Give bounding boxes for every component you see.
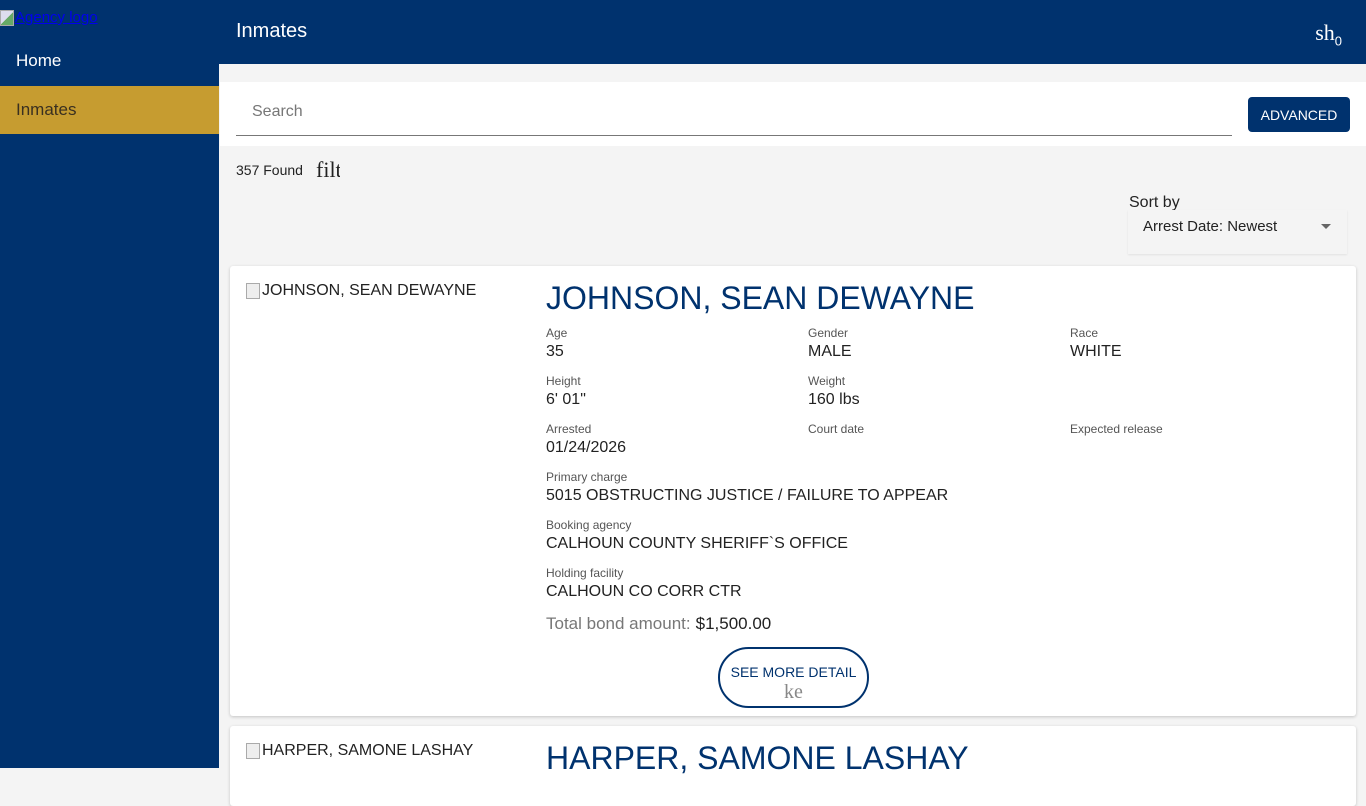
- value: MALE: [808, 343, 852, 360]
- label: Age: [546, 326, 568, 340]
- value: 5015 OBSTRUCTING JUSTICE / FAILURE TO AP…: [546, 487, 949, 504]
- results-count: 357 Found: [236, 162, 303, 178]
- label: Booking agency: [546, 518, 632, 532]
- inmate-card: HARPER, SAMONE LASHAY HARPER, SAMONE LAS…: [230, 726, 1356, 806]
- label: Weight: [808, 374, 846, 388]
- label: Height: [546, 374, 581, 388]
- logo-alt-text: Agency logo: [15, 9, 98, 26]
- sidebar: Agency logo Home Inmates: [0, 0, 219, 768]
- value: 6' 01": [546, 391, 586, 408]
- label: Race: [1070, 326, 1099, 340]
- search-input[interactable]: [236, 88, 1232, 136]
- value: WHITE: [1070, 343, 1122, 360]
- inmate-photo: JOHNSON, SEAN DEWAYNE: [246, 282, 476, 300]
- caret-down-icon: [1321, 224, 1331, 229]
- label: Arrested: [546, 422, 592, 436]
- top-bar: Inmates sh0: [219, 0, 1366, 64]
- photo-alt: JOHNSON, SEAN DEWAYNE: [262, 282, 477, 299]
- bond-label: Total bond amount:: [546, 614, 691, 633]
- value: CALHOUN CO CORR CTR: [546, 583, 742, 600]
- icon-text: sh: [1315, 20, 1335, 45]
- value: 35: [546, 343, 564, 360]
- photo-alt: HARPER, SAMONE LASHAY: [262, 742, 474, 759]
- see-more-detail-button[interactable]: SEE MORE DETAIL ke: [718, 647, 869, 708]
- value: 01/24/2026: [546, 439, 627, 456]
- inmate-name[interactable]: JOHNSON, SEAN DEWAYNE: [546, 280, 975, 316]
- field-arrested: Arrested 01/24/2026: [546, 422, 626, 457]
- total-bond: Total bond amount: $1,500.00: [546, 614, 771, 634]
- label: Holding facility: [546, 566, 624, 580]
- field-age: Age 35: [546, 326, 567, 361]
- advanced-search-button[interactable]: ADVANCED: [1248, 97, 1350, 132]
- label: Gender: [808, 326, 849, 340]
- field-height: Height 6' 01": [546, 374, 586, 409]
- inmate-card: JOHNSON, SEAN DEWAYNE JOHNSON, SEAN DEWA…: [230, 266, 1356, 716]
- field-booking-agency: Booking agency CALHOUN COUNTY SHERIFF`S O…: [546, 518, 848, 553]
- field-holding-facility: Holding facility CALHOUN CO CORR CTR: [546, 566, 742, 601]
- sidebar-item-inmates[interactable]: Inmates: [0, 86, 219, 134]
- page-title: Inmates: [236, 20, 308, 42]
- field-expected-release: Expected release: [1070, 422, 1163, 439]
- agency-logo[interactable]: Agency logo: [0, 9, 98, 26]
- value: CALHOUN COUNTY SHERIFF`S OFFICE: [546, 535, 848, 552]
- field-weight: Weight 160 lbs: [808, 374, 860, 409]
- label: Primary charge: [546, 470, 628, 484]
- sort-label: Sort by: [1129, 194, 1180, 211]
- inmate-photo: HARPER, SAMONE LASHAY: [246, 742, 473, 760]
- share-icon[interactable]: sh0: [1315, 20, 1342, 48]
- broken-image-icon: [0, 9, 14, 26]
- button-label: SEE MORE DETAIL: [730, 663, 857, 680]
- sidebar-item-home[interactable]: Home: [16, 51, 62, 70]
- search-bar: ADVANCED: [220, 82, 1366, 146]
- broken-image-icon: [246, 283, 260, 299]
- field-court-date: Court date: [808, 422, 864, 439]
- filter-icon[interactable]: filt: [316, 157, 340, 182]
- sort-select[interactable]: Arrest Date: Newest: [1128, 210, 1347, 254]
- broken-image-icon: [246, 743, 260, 759]
- inmate-name[interactable]: HARPER, SAMONE LASHAY: [546, 740, 969, 776]
- keyboard-arrow-icon: ke: [784, 680, 803, 703]
- field-primary-charge: Primary charge 5015 OBSTRUCTING JUSTICE /…: [546, 470, 948, 505]
- field-gender: Gender MALE: [808, 326, 852, 361]
- field-race: Race WHITE: [1070, 326, 1122, 361]
- label: Expected release: [1070, 422, 1163, 436]
- label: Court date: [808, 422, 865, 436]
- bond-value: $1,500.00: [695, 614, 772, 633]
- value: 160 lbs: [808, 391, 860, 408]
- sort-value: Arrest Date: Newest: [1143, 218, 1278, 235]
- badge: 0: [1334, 33, 1342, 49]
